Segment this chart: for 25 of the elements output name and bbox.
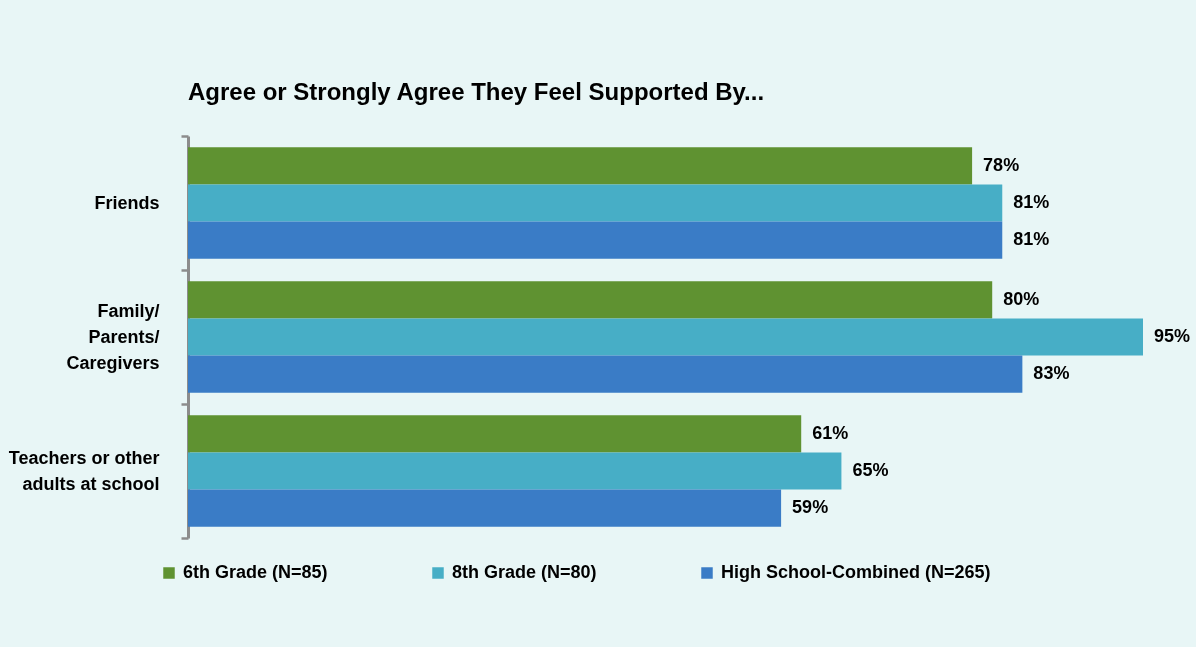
- bar: [188, 355, 1023, 393]
- y-tick-label: Family/ Parents/ Caregivers: [66, 300, 160, 373]
- bar: [188, 221, 1003, 259]
- data-label: 95%: [1154, 326, 1191, 346]
- data-label: 61%: [812, 422, 849, 443]
- y-tick-label: Teachers or other adults at school: [8, 447, 160, 494]
- bar: [188, 147, 973, 185]
- data-label: 65%: [852, 460, 889, 480]
- legend-label: 8th Grade (N=80): [452, 562, 597, 582]
- data-label: 83%: [1033, 363, 1070, 384]
- data-label: 78%: [983, 154, 1020, 175]
- data-label: 81%: [1013, 192, 1050, 212]
- bar: [188, 489, 782, 527]
- legend-label: High School-Combined (N=265): [721, 562, 991, 582]
- chart-title: Agree or Strongly Agree They Feel Supported By...: [188, 78, 765, 105]
- data-label: 81%: [1013, 229, 1050, 250]
- bar: [188, 281, 993, 319]
- bar: [188, 415, 802, 453]
- bar: [188, 184, 1003, 222]
- data-label: 80%: [1003, 288, 1040, 309]
- bar: [188, 318, 1143, 356]
- legend-label: 6th Grade (N=85): [183, 562, 328, 582]
- y-tick-label: Friends: [94, 192, 160, 213]
- data-label: 59%: [792, 497, 829, 518]
- bar: [188, 452, 842, 490]
